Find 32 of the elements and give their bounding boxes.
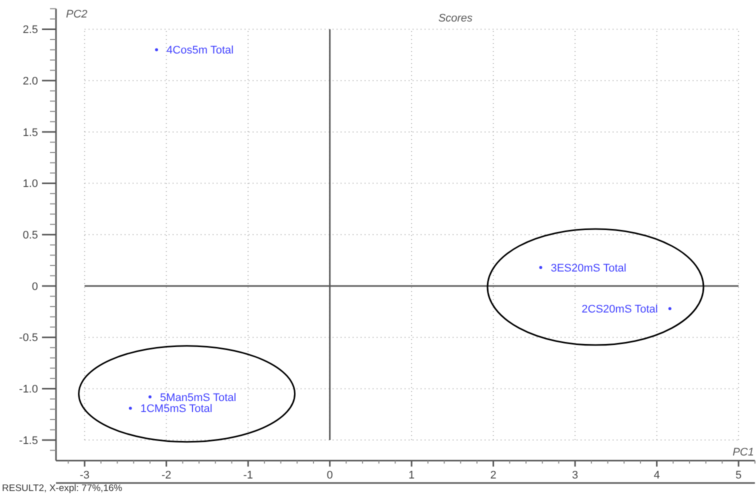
x-tick-label: -2 — [161, 470, 172, 482]
point — [668, 307, 672, 310]
text: RESULT2, X-expl: 77%,16% — [2, 483, 123, 494]
annotation: 3ES20mS Total — [550, 262, 626, 274]
point — [539, 266, 542, 270]
x-tick-label: 4 — [654, 470, 660, 482]
annotation: 2CS20mS Total — [582, 303, 658, 316]
y-tick-label: 0 — [32, 280, 38, 293]
y-tick-label: 2.0 — [22, 75, 38, 88]
y-tick-label: 1.0 — [22, 178, 38, 190]
y-tick-label: -0.5 — [19, 332, 38, 344]
annotation: 1CM5mS Total — [140, 403, 212, 416]
x-tick-label: 5 — [735, 470, 742, 482]
x-tick-label: 0 — [326, 470, 333, 482]
x-tick-label: -3 — [80, 470, 90, 482]
chart-title: Scores — [438, 12, 474, 25]
point — [155, 48, 158, 52]
x-tick-label: 3 — [572, 470, 578, 482]
annotation: 5Man5mS Total — [160, 392, 236, 404]
y-tick-label: -1.5 — [19, 434, 38, 447]
x-tick-label: 2 — [490, 470, 496, 482]
point — [148, 395, 152, 398]
y-tick-label: 0.5 — [22, 230, 38, 242]
point — [128, 406, 132, 410]
y-axis-title: PC2 — [66, 8, 88, 21]
annotation: 4Cos5m Total — [166, 44, 234, 57]
y-tick-label: 1.5 — [22, 126, 38, 139]
x-tick-label: 1 — [408, 470, 415, 482]
x-tick-label: -1 — [243, 470, 253, 482]
y-tick-label: 2.5 — [22, 24, 38, 36]
x-axis-title: PC1 — [732, 446, 754, 459]
y-tick-label: -1.0 — [19, 384, 38, 396]
